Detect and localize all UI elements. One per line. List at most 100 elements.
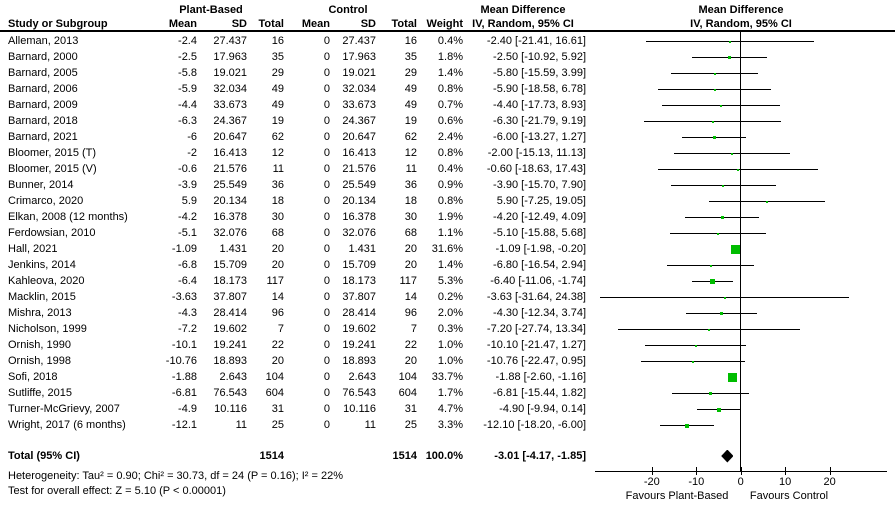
md-column-subtitle: IV, Random, 95% CI bbox=[472, 18, 574, 30]
study-name: Crimarco, 2020 bbox=[8, 195, 84, 207]
md-ci-text: -6.40 [-11.06, -1.74] bbox=[490, 275, 586, 287]
c-total: 22 bbox=[404, 339, 417, 351]
pb-mean: 5.9 bbox=[181, 195, 197, 207]
col-pb-total: Total bbox=[258, 18, 284, 30]
c-sd: 32.076 bbox=[342, 227, 376, 239]
effect-square bbox=[709, 264, 712, 267]
study-name: Nicholson, 1999 bbox=[8, 323, 87, 335]
c-total: 18 bbox=[404, 195, 417, 207]
effect-square bbox=[723, 296, 726, 299]
c-total: 96 bbox=[404, 307, 417, 319]
weight: 1.0% bbox=[437, 355, 463, 367]
study-name: Ferdowsian, 2010 bbox=[8, 227, 96, 239]
c-total: 62 bbox=[404, 131, 417, 143]
pb-mean: -5.9 bbox=[178, 83, 197, 95]
weight: 3.3% bbox=[437, 419, 463, 431]
md-ci-text: -10.76 [-22.47, 0.95] bbox=[486, 355, 586, 367]
pb-total: 31 bbox=[271, 403, 284, 415]
c-total: 49 bbox=[404, 83, 417, 95]
study-name: Bloomer, 2015 (V) bbox=[8, 163, 97, 175]
total-label: Total (95% CI) bbox=[8, 450, 80, 462]
col-c-total: Total bbox=[391, 18, 417, 30]
group-header-control: Control bbox=[328, 4, 368, 16]
c-mean: 0 bbox=[323, 83, 330, 95]
pb-total: 25 bbox=[271, 419, 284, 431]
pb-total: 62 bbox=[271, 131, 284, 143]
c-mean: 0 bbox=[323, 35, 330, 47]
c-mean: 0 bbox=[323, 195, 330, 207]
c-mean: 0 bbox=[323, 163, 330, 175]
md-ci-text: -4.20 [-12.49, 4.09] bbox=[493, 211, 586, 223]
study-name: Barnard, 2005 bbox=[8, 67, 78, 79]
axis-tick bbox=[651, 467, 653, 475]
study-row: Barnard, 2021 -6 20.647 62 0 20.647 62 2.4% -6.0… bbox=[0, 129, 895, 145]
c-mean: 0 bbox=[323, 131, 330, 143]
col-c-mean: Mean bbox=[301, 18, 330, 30]
pb-sd: 21.576 bbox=[213, 163, 247, 175]
axis-tick bbox=[785, 467, 787, 475]
study-name: Turner-McGrievy, 2007 bbox=[8, 403, 120, 415]
effect-square bbox=[691, 360, 694, 363]
pb-sd: 15.709 bbox=[213, 259, 247, 271]
c-mean: 0 bbox=[323, 179, 330, 191]
pb-total: 49 bbox=[271, 99, 284, 111]
study-name: Sofi, 2018 bbox=[8, 371, 58, 383]
pb-sd: 1.431 bbox=[219, 243, 247, 255]
study-name: Hall, 2021 bbox=[8, 243, 58, 255]
pb-total: 14 bbox=[271, 291, 284, 303]
c-sd: 1.431 bbox=[348, 243, 376, 255]
md-ci-text: -6.81 [-15.44, 1.82] bbox=[493, 387, 586, 399]
weight: 1.9% bbox=[437, 211, 463, 223]
study-name: Elkan, 2008 (12 months) bbox=[8, 211, 128, 223]
pb-mean: -12.1 bbox=[171, 419, 197, 431]
c-sd: 18.893 bbox=[342, 355, 376, 367]
favours-right-label: Favours Control bbox=[749, 490, 829, 502]
md-ci-text: -3.90 [-15.70, 7.90] bbox=[493, 179, 586, 191]
pb-mean: -6 bbox=[187, 131, 197, 143]
c-mean: 0 bbox=[323, 115, 330, 127]
md-ci-text: -5.80 [-15.59, 3.99] bbox=[493, 67, 586, 79]
pb-total: 68 bbox=[271, 227, 284, 239]
pb-mean: -4.4 bbox=[178, 99, 197, 111]
c-mean: 0 bbox=[323, 323, 330, 335]
weight: 0.8% bbox=[437, 147, 463, 159]
weight: 0.4% bbox=[437, 163, 463, 175]
pb-total: 12 bbox=[271, 147, 284, 159]
pb-mean: -6.4 bbox=[178, 275, 197, 287]
pb-total: 604 bbox=[265, 387, 284, 399]
axis-tick-label: -10 bbox=[688, 476, 705, 488]
axis-tick-label: -20 bbox=[643, 476, 660, 488]
c-total: 19 bbox=[404, 115, 417, 127]
pb-total: 16 bbox=[271, 35, 284, 47]
weight: 1.8% bbox=[437, 51, 463, 63]
pb-mean: -5.1 bbox=[178, 227, 197, 239]
c-total: 117 bbox=[399, 275, 417, 287]
pb-total: 29 bbox=[271, 67, 284, 79]
c-total: 20 bbox=[404, 259, 417, 271]
pb-total: 49 bbox=[271, 83, 284, 95]
md-ci-text: -1.09 [-1.98, -0.20] bbox=[495, 243, 587, 255]
c-mean: 0 bbox=[323, 403, 330, 415]
c-total: 14 bbox=[404, 291, 417, 303]
axis-tick-label: 20 bbox=[823, 476, 836, 488]
total-weight: 100.0% bbox=[425, 450, 463, 462]
c-sd: 32.034 bbox=[342, 83, 376, 95]
study-row: Ferdowsian, 2010 -5.1 32.076 68 0 32.076 68 1.1… bbox=[0, 225, 895, 241]
c-sd: 24.367 bbox=[342, 115, 376, 127]
effect-square bbox=[728, 56, 732, 59]
pb-sd: 37.807 bbox=[213, 291, 247, 303]
c-mean: 0 bbox=[323, 51, 330, 63]
study-row: Alleman, 2013 -2.4 27.437 16 0 27.437 16 0.4% -2… bbox=[0, 33, 895, 49]
study-name: Ornish, 1990 bbox=[8, 339, 71, 351]
study-name: Jenkins, 2014 bbox=[8, 259, 76, 271]
md-ci-text: -2.50 [-10.92, 5.92] bbox=[493, 51, 586, 63]
c-total: 35 bbox=[404, 51, 417, 63]
pb-mean: -3.63 bbox=[171, 291, 197, 303]
col-weight: Weight bbox=[426, 18, 463, 30]
pb-sd: 32.034 bbox=[213, 83, 247, 95]
study-name: Barnard, 2006 bbox=[8, 83, 78, 95]
axis-tick bbox=[740, 467, 742, 475]
study-name: Barnard, 2021 bbox=[8, 131, 78, 143]
pb-total: 20 bbox=[271, 243, 284, 255]
